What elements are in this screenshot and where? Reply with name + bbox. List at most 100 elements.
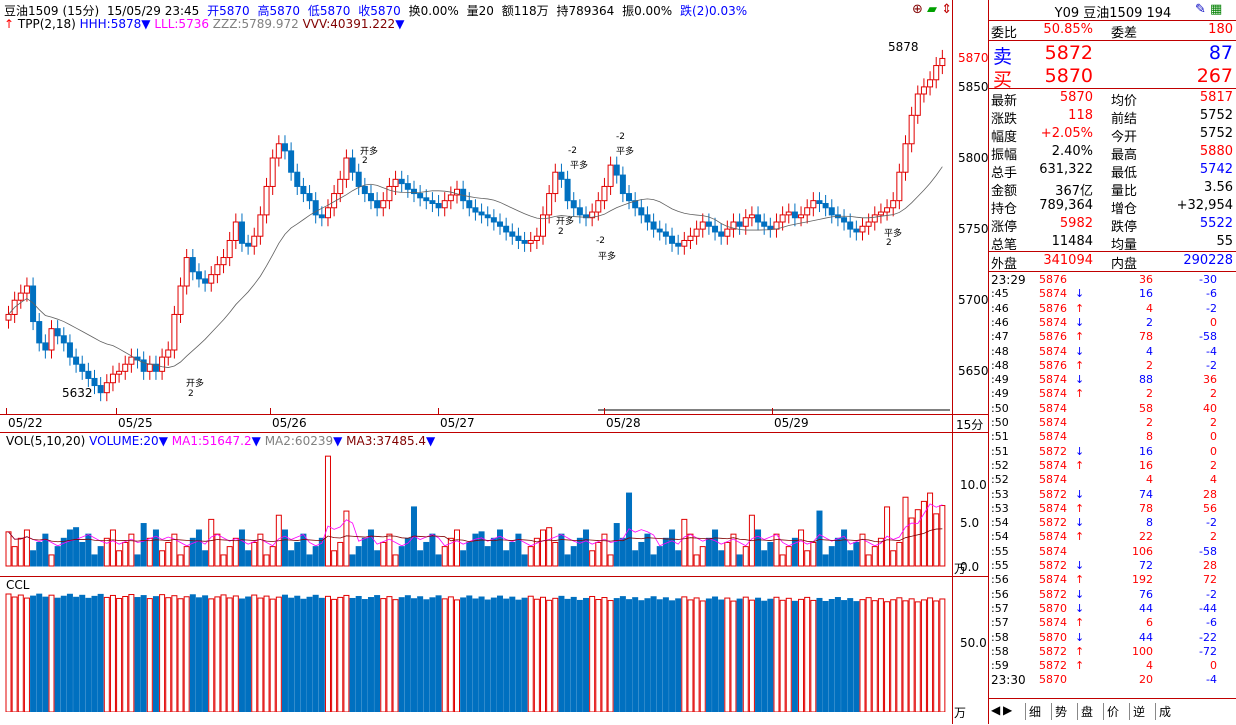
grid-icon[interactable]: ▦ bbox=[1210, 2, 1223, 17]
tick-volume: 72 bbox=[1139, 559, 1153, 572]
ccl-bar bbox=[527, 595, 534, 712]
tick-price: 5872 bbox=[1039, 587, 1067, 601]
candle-body bbox=[214, 264, 221, 276]
stat-label: 均量 bbox=[1111, 238, 1138, 253]
ccl-bar bbox=[331, 598, 338, 712]
ccl-bar bbox=[134, 597, 141, 712]
candle-body bbox=[601, 185, 608, 202]
ccl-bar bbox=[681, 596, 688, 712]
tab-0[interactable]: 细 bbox=[1025, 703, 1041, 720]
volume-bar bbox=[392, 554, 399, 567]
volume-bar bbox=[42, 533, 49, 567]
target-icon[interactable]: ⊕ bbox=[912, 2, 923, 17]
candle-body bbox=[589, 211, 596, 219]
volume-bar bbox=[619, 537, 626, 567]
tab-2[interactable]: 盘 bbox=[1077, 703, 1093, 720]
tab-5[interactable]: 成 bbox=[1155, 703, 1171, 720]
ccl-bar bbox=[877, 598, 884, 712]
date-label: 05/22 bbox=[8, 416, 43, 430]
ccl-bar bbox=[890, 599, 897, 712]
candle-body bbox=[374, 200, 381, 209]
weibi-row: 委比 50.85% 委差 180 bbox=[989, 22, 1236, 41]
tick-time: :52 bbox=[991, 458, 1009, 472]
stat-row: 金额 367亿 量比 3.56 bbox=[989, 180, 1236, 199]
tick-volume: 2 bbox=[1146, 315, 1153, 329]
volume-bar bbox=[589, 550, 596, 567]
tick-volume: 36 bbox=[1139, 273, 1153, 286]
tick-price: 5876 bbox=[1039, 301, 1067, 315]
volume-bar bbox=[564, 554, 571, 567]
ccl-bar bbox=[755, 597, 762, 712]
tick-price: 5874 bbox=[1039, 401, 1067, 415]
price-axis-label: 5870 bbox=[958, 51, 989, 66]
volume-bar bbox=[349, 554, 356, 567]
folder-icon[interactable]: ▰ bbox=[927, 2, 938, 17]
ccl-bar bbox=[423, 599, 430, 712]
ccl-bar bbox=[60, 595, 67, 712]
vol-axis-label: 10.0 bbox=[960, 478, 987, 492]
ccl-bar bbox=[48, 594, 55, 712]
ccl-bar bbox=[509, 596, 516, 712]
volume-bar bbox=[281, 529, 288, 567]
ccl-bar bbox=[109, 594, 116, 712]
stat-label: 涨跌 bbox=[991, 112, 1018, 127]
tick-delta: 56 bbox=[1203, 501, 1217, 515]
tick-delta: 0 bbox=[1210, 430, 1217, 444]
volume-bar bbox=[490, 537, 497, 567]
vol-ma2: MA2:60239 bbox=[264, 434, 334, 448]
ccl-bar bbox=[324, 595, 331, 712]
tick-volume: 78 bbox=[1139, 330, 1153, 344]
tab-3[interactable]: 价 bbox=[1103, 703, 1119, 720]
candle-body bbox=[116, 370, 123, 375]
candle-body bbox=[281, 143, 288, 152]
ccl-bar bbox=[404, 595, 411, 712]
candle-body bbox=[638, 207, 645, 216]
tick-delta: 0 bbox=[1210, 659, 1217, 673]
tick-volume: 88 bbox=[1139, 373, 1153, 387]
candle-body bbox=[822, 203, 829, 209]
up-down-icon[interactable]: ⇕ bbox=[941, 2, 953, 17]
volume-bar bbox=[853, 541, 860, 567]
volume-bar bbox=[822, 554, 829, 567]
vol-name: VOL(5,10,20) bbox=[6, 434, 86, 448]
ccl-bar bbox=[79, 594, 86, 712]
volume-bar bbox=[11, 546, 18, 567]
ccl-bar bbox=[546, 599, 553, 712]
candle-body bbox=[730, 221, 737, 230]
ccl-bar bbox=[822, 600, 829, 712]
tick-delta: 2 bbox=[1210, 530, 1217, 544]
price-chart bbox=[5, 49, 950, 411]
volume-bar bbox=[466, 541, 473, 567]
ccl-bar bbox=[791, 600, 798, 712]
volume-bar bbox=[318, 537, 325, 567]
stat-value: 3.56 bbox=[1204, 180, 1233, 195]
tick-direction-icon: ↑ bbox=[1075, 530, 1085, 544]
ccl-bar bbox=[220, 594, 227, 712]
volume-bar bbox=[257, 533, 264, 567]
stat-label: 最低 bbox=[1111, 166, 1138, 181]
candle-body bbox=[195, 271, 202, 280]
pen-icon[interactable]: ✎ bbox=[1195, 2, 1206, 17]
ccl-bar bbox=[583, 597, 590, 712]
candle-body bbox=[349, 157, 356, 173]
tick-price: 5874 bbox=[1039, 458, 1067, 472]
tab-4[interactable]: 逆 bbox=[1129, 703, 1145, 720]
ccl-bar bbox=[73, 596, 80, 712]
tab-1[interactable]: 势 bbox=[1051, 703, 1067, 720]
tab-scroll-right[interactable]: ▶ bbox=[1003, 703, 1013, 717]
tick-direction-icon: ↑ bbox=[1075, 501, 1085, 515]
volume-bar bbox=[195, 529, 202, 567]
candle-body bbox=[908, 114, 915, 145]
quote-divider-3 bbox=[989, 88, 1236, 89]
tick-row: :49 5874 ↓ 88 36 bbox=[989, 373, 1236, 386]
tick-row: :48 5876 ↑ 2 -2 bbox=[989, 359, 1236, 372]
ccl-bar bbox=[226, 597, 233, 712]
tab-scroll-left[interactable]: ◀ bbox=[991, 703, 1001, 717]
stat-row: 涨停 5982 跌停 5522 bbox=[989, 216, 1236, 235]
ccl-bar bbox=[312, 594, 319, 712]
candle-body bbox=[896, 171, 903, 202]
ccl-bar bbox=[42, 596, 49, 712]
tick-row: :49 5874 ↑ 2 2 bbox=[989, 387, 1236, 400]
tick-delta: 2 bbox=[1210, 416, 1217, 429]
candle-body bbox=[269, 157, 276, 187]
